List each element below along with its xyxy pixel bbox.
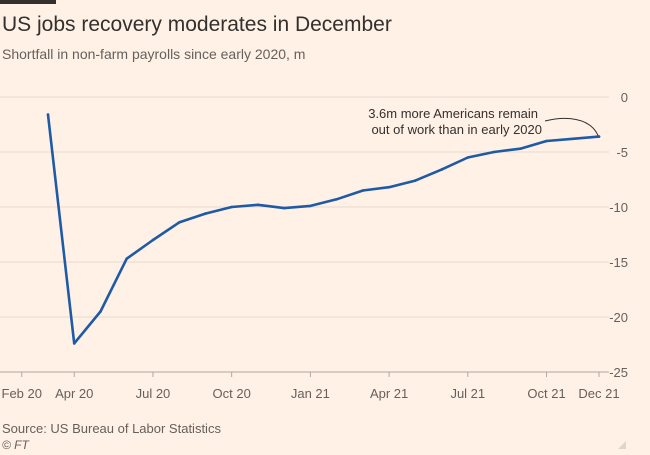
- chart-title: US jobs recovery moderates in December: [2, 13, 392, 36]
- data-point: [46, 113, 50, 116]
- data-point: [99, 310, 102, 313]
- annotation-line-2: out of work than in early 2020: [371, 122, 542, 137]
- x-tick-label: Feb 20: [2, 386, 42, 401]
- y-tick-label: -20: [609, 310, 628, 325]
- y-tick-label: -5: [616, 145, 628, 160]
- data-point: [597, 135, 601, 138]
- data-point: [282, 206, 286, 210]
- annotation-line-1: 3.6m more Americans remain: [368, 106, 538, 121]
- data-point: [256, 203, 260, 207]
- x-tick-label: Apr 21: [370, 386, 408, 401]
- y-tick-label: -15: [609, 255, 628, 270]
- data-point: [177, 221, 181, 224]
- data-point: [151, 238, 155, 242]
- data-point: [204, 212, 207, 215]
- x-tick-label: Oct 20: [213, 386, 251, 401]
- x-tick-label: Dec 21: [578, 386, 619, 401]
- x-tick-label: Jul 20: [136, 386, 171, 401]
- y-tick-label: -25: [609, 365, 628, 380]
- y-tick-label: -10: [609, 200, 628, 215]
- data-point: [72, 342, 76, 345]
- data-point: [414, 179, 417, 182]
- data-point: [545, 139, 548, 143]
- data-point: [492, 150, 496, 154]
- x-tick-label: Jul 21: [450, 386, 485, 401]
- data-point: [440, 168, 443, 171]
- data-point: [230, 205, 233, 209]
- x-tick-label: Oct 21: [527, 386, 565, 401]
- data-point: [309, 204, 312, 208]
- corner-resize-icon: [618, 441, 626, 449]
- x-tick-label: Jan 21: [291, 386, 330, 401]
- payroll-shortfall-line: [46, 113, 601, 345]
- ft-credit: © FT: [2, 438, 29, 452]
- data-point: [361, 189, 365, 192]
- chart-subtitle: Shortfall in non-farm payrolls since ear…: [2, 46, 306, 62]
- x-tick-label: Apr 20: [55, 386, 93, 401]
- data-point: [335, 198, 338, 201]
- source-note: Source: US Bureau of Labor Statistics: [2, 421, 221, 436]
- data-point: [125, 257, 129, 261]
- data-point: [387, 185, 391, 189]
- y-tick-label: 0: [621, 90, 628, 105]
- data-point: [571, 137, 575, 141]
- data-point: [518, 147, 522, 150]
- annotation-leader-line: [544, 117, 599, 136]
- ft-top-bar: [0, 0, 56, 4]
- data-point: [466, 156, 470, 159]
